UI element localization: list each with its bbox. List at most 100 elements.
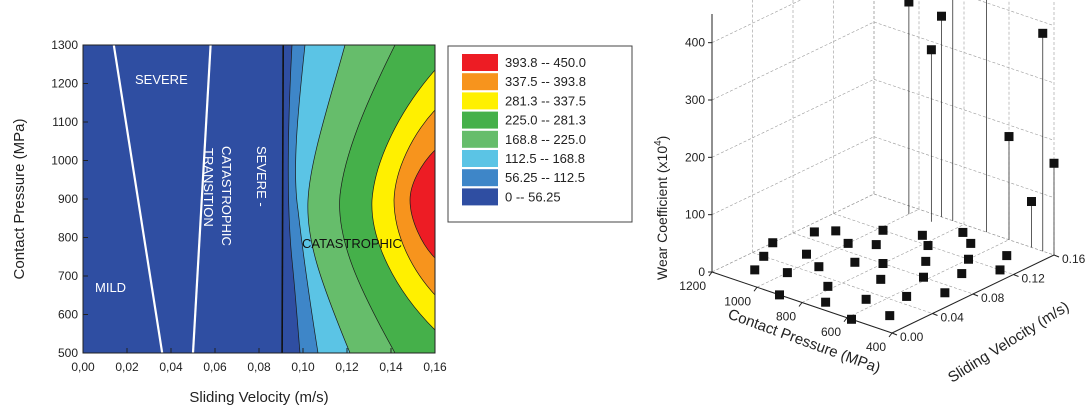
pressure-tick-label: 800 (776, 310, 796, 324)
data-point (924, 241, 933, 250)
scatter3d-stems (909, 0, 1054, 255)
data-point (850, 258, 859, 267)
legend-label: 0 -- 56.25 (505, 189, 561, 204)
legend-label: 168.8 -- 225.0 (505, 132, 586, 147)
data-point (814, 262, 823, 271)
legend-swatch (462, 73, 498, 90)
data-point (750, 265, 759, 274)
data-point (783, 268, 792, 277)
velocity-tick-mark (933, 314, 938, 316)
velocity-tick-mark (1014, 275, 1019, 277)
region-label-severe: SEVERE (135, 72, 188, 87)
contour-legend: 393.8 -- 450.0 337.5 -- 393.8 281.3 -- 337… (448, 46, 632, 222)
velocity-tick-label: 0.04 (941, 311, 965, 325)
region-label-severe-dash: SEVERE - (254, 146, 269, 207)
contour-y-tick-label: 500 (58, 346, 78, 360)
data-point (879, 259, 888, 268)
legend-label: 225.0 -- 281.3 (505, 113, 586, 128)
wear-label-main: Wear Coefficient (x10 (654, 146, 670, 280)
data-point (1027, 197, 1036, 206)
contour-y-ticks: 500 600 700 800 900 1000 1100 1200 1300 (51, 38, 88, 360)
contour-y-tick-label: 800 (58, 231, 78, 245)
pressure-tick-label: 400 (866, 340, 886, 354)
legend-label: 337.5 -- 393.8 (505, 74, 586, 89)
legend-swatch (462, 54, 498, 71)
contour-x-tick-label: 0,00 (71, 360, 95, 374)
data-point (768, 238, 777, 247)
data-point (958, 228, 967, 237)
legend-label: 393.8 -- 450.0 (505, 55, 586, 70)
data-point (1050, 159, 1059, 168)
pressure-tick-mark (709, 272, 712, 276)
legend-swatch (462, 112, 498, 129)
floor-grid-line (753, 253, 933, 314)
data-point (940, 288, 949, 297)
transition-catastrophic-boundary (282, 45, 283, 353)
data-point (831, 226, 840, 235)
legend-label: 281.3 -- 337.5 (505, 93, 586, 108)
data-point (902, 292, 911, 301)
contour-x-tick-label: 0,06 (203, 360, 227, 374)
legend-swatch (462, 150, 498, 167)
legend-swatch (462, 92, 498, 109)
data-point (919, 273, 928, 282)
pressure-tick-mark (799, 303, 802, 307)
velocity-tick-mark (1054, 255, 1059, 257)
legend-label: 112.5 -- 168.8 (505, 151, 585, 166)
wear-tick-label: 0 (698, 265, 705, 279)
contour-x-tick-label: 0,04 (159, 360, 183, 374)
data-point (904, 0, 913, 6)
data-point (921, 257, 930, 266)
scatter3d-axes (712, 14, 1054, 333)
data-point (957, 269, 966, 278)
data-point (1038, 29, 1047, 38)
contour-y-tick-label: 1000 (51, 154, 78, 168)
contour-x-tick-label: 0,08 (247, 360, 271, 374)
pressure-tick-label: 1000 (724, 294, 751, 308)
pressure-tick-label: 1200 (679, 279, 706, 293)
contour-y-axis-label: Contact Pressure (MPa) (11, 119, 28, 280)
scatter3d-wear-axis-label: Wear Coefficient (x104) (653, 136, 670, 280)
contour-x-tick-label: 0,12 (335, 360, 359, 374)
scatter3d-velocity-axis-label: Sliding Velocity (m/s) (945, 298, 1072, 386)
pressure-tick-mark (889, 333, 892, 337)
scatter3d-pressure-axis-label: Contact Pressure (MPa) (726, 306, 883, 377)
data-point (821, 298, 830, 307)
region-label-catastrophic-transition: CATASTROPHIC (219, 146, 234, 246)
contour-x-tick-label: 0,10 (291, 360, 315, 374)
region-label-mild: MILD (95, 280, 126, 295)
contour-y-tick-label: 1300 (51, 38, 78, 52)
data-point (872, 240, 881, 249)
pressure-tick-mark (754, 287, 757, 291)
wear-tick-label: 400 (685, 36, 705, 50)
velocity-tick-mark (973, 294, 978, 296)
pressure-tick-mark (844, 318, 847, 322)
contour-chart: 0,00 0,02 0,04 0,06 0,08 0,10 0,12 0,14 0,16 500… (11, 38, 447, 406)
data-point (966, 239, 975, 248)
data-point (876, 275, 885, 284)
data-point (885, 311, 894, 320)
velocity-tick-mark (892, 333, 897, 335)
legend-swatch (462, 169, 498, 186)
wear-tick-label: 300 (685, 93, 705, 107)
contour-x-tick-label: 0,14 (379, 360, 403, 374)
scatter3d-wear-ticks: 0 100 200 300 400 (685, 36, 712, 279)
data-point (810, 227, 819, 236)
velocity-tick-label: 0.00 (900, 330, 924, 344)
data-point (927, 45, 936, 54)
contour-x-axis-label: Sliding Velocity (m/s) (189, 389, 328, 406)
wear-tick-label: 200 (685, 150, 705, 164)
legend-swatch (462, 131, 498, 148)
legend-label: 56.25 -- 112.5 (505, 170, 585, 185)
contour-y-tick-label: 1100 (52, 115, 78, 129)
data-point (775, 290, 784, 299)
legend-swatch (462, 188, 498, 205)
contour-y-tick-label: 900 (58, 192, 78, 206)
contour-y-tick-label: 1200 (51, 77, 78, 91)
velocity-tick-label: 0.08 (981, 291, 1005, 305)
data-point (918, 231, 927, 240)
wear-label-close: ) (654, 136, 670, 141)
data-point (937, 12, 946, 21)
